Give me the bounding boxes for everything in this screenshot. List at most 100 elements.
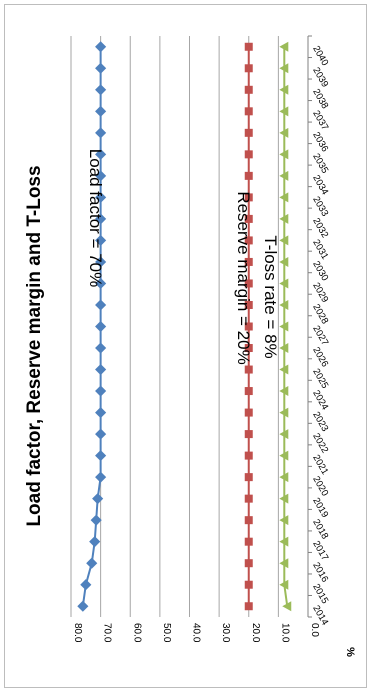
x-tick-label: 2022 [310, 431, 330, 455]
y-tick-label: 30.0 [220, 623, 231, 643]
data-point [95, 320, 107, 333]
data-point [279, 41, 289, 52]
x-tick-label: 2039 [310, 66, 330, 90]
data-point [279, 407, 289, 418]
x-tick-label: 2030 [310, 259, 330, 283]
data-point [279, 235, 289, 246]
data-point [89, 536, 101, 548]
data-point [95, 62, 107, 74]
data-point [95, 170, 107, 182]
y-tick-label: 0.0 [309, 623, 320, 637]
x-tick-label: 2028 [310, 302, 330, 326]
x-tick-label: 2017 [310, 539, 330, 563]
data-point [244, 42, 253, 51]
data-point [244, 365, 253, 374]
data-point [279, 472, 289, 483]
data-point [279, 127, 289, 138]
data-point [77, 600, 89, 612]
data-point [244, 559, 253, 568]
x-tick-label: 2019 [310, 496, 330, 520]
data-point [279, 429, 289, 440]
x-tick-label: 2040 [310, 44, 330, 68]
data-point [279, 386, 289, 397]
data-point [244, 150, 253, 159]
data-point [279, 579, 289, 590]
data-point [244, 171, 253, 180]
t-loss-annotation: T-loss rate = 8% [261, 235, 280, 358]
x-tick-label: 2020 [310, 474, 330, 498]
data-point [95, 256, 107, 268]
data-point [95, 450, 107, 462]
data-point [92, 493, 104, 505]
x-tick-label: 2015 [310, 582, 330, 606]
x-tick-label: 2037 [310, 109, 330, 133]
data-point [279, 84, 289, 95]
tick-labels: 0.010.020.030.040.050.060.070.080.020142… [72, 44, 330, 643]
x-tick-label: 2025 [310, 367, 330, 391]
x-tick-label: 2036 [310, 130, 330, 154]
x-tick-label: 2021 [310, 453, 330, 477]
x-tick-label: 2016 [310, 560, 330, 584]
data-point [95, 299, 107, 311]
data-point [95, 428, 107, 440]
data-point [95, 148, 107, 160]
x-tick-label: 2027 [310, 324, 330, 348]
x-tick-label: 2029 [310, 281, 330, 305]
data-point [244, 494, 253, 503]
data-point [244, 451, 253, 460]
data-point [95, 105, 107, 117]
data-point [244, 344, 253, 353]
data-point [244, 214, 253, 223]
data-point [95, 213, 107, 225]
data-point [279, 63, 289, 74]
data-point [279, 450, 289, 461]
x-tick-label: 2034 [310, 173, 330, 197]
chart-title: Load factor, Reserve margin and T-Loss [24, 165, 45, 526]
y-tick-label: 20.0 [250, 623, 261, 643]
data-point [279, 106, 289, 117]
data-point [282, 601, 292, 612]
x-tick-label: 2033 [310, 195, 330, 219]
y-tick-label: 80.0 [72, 623, 83, 643]
x-tick-label: 2026 [310, 345, 330, 369]
y-tick-label: 60.0 [131, 623, 142, 643]
data-point [279, 364, 289, 375]
grid-lines [70, 35, 312, 618]
data-point [95, 277, 107, 290]
x-tick-label: 2032 [310, 216, 330, 240]
data-point [95, 342, 107, 354]
data-point [244, 279, 253, 288]
load-factor-annotation: Load factor = 70% [86, 149, 105, 287]
data-point [279, 299, 289, 310]
data-point [80, 579, 92, 591]
x-tick-label: 2038 [310, 87, 330, 111]
data-point [244, 580, 253, 589]
data-point [279, 213, 289, 224]
x-tick-label: 2031 [310, 238, 330, 262]
series-group [77, 41, 292, 612]
data-point [95, 385, 107, 397]
data-point [244, 128, 253, 137]
x-tick-label: 2023 [310, 410, 330, 434]
data-point [95, 363, 107, 376]
y-tick-label: 70.0 [102, 623, 113, 643]
data-point [95, 127, 107, 139]
data-point [279, 515, 289, 526]
data-point [279, 321, 289, 332]
reserve-margin-annotation: Reserve margin = 20% [234, 191, 253, 364]
data-point [244, 85, 253, 94]
data-point [244, 322, 253, 331]
data-point [90, 514, 102, 526]
x-tick-label: 2024 [310, 388, 330, 412]
data-point [244, 193, 253, 202]
data-point [279, 170, 289, 181]
data-point [86, 557, 98, 569]
data-point [244, 430, 253, 439]
data-point [244, 107, 253, 116]
data-point [279, 278, 289, 289]
x-tick-label: 2035 [310, 152, 330, 176]
y-tick-label: 40.0 [191, 623, 202, 643]
data-point [244, 602, 253, 611]
data-point [279, 149, 289, 160]
